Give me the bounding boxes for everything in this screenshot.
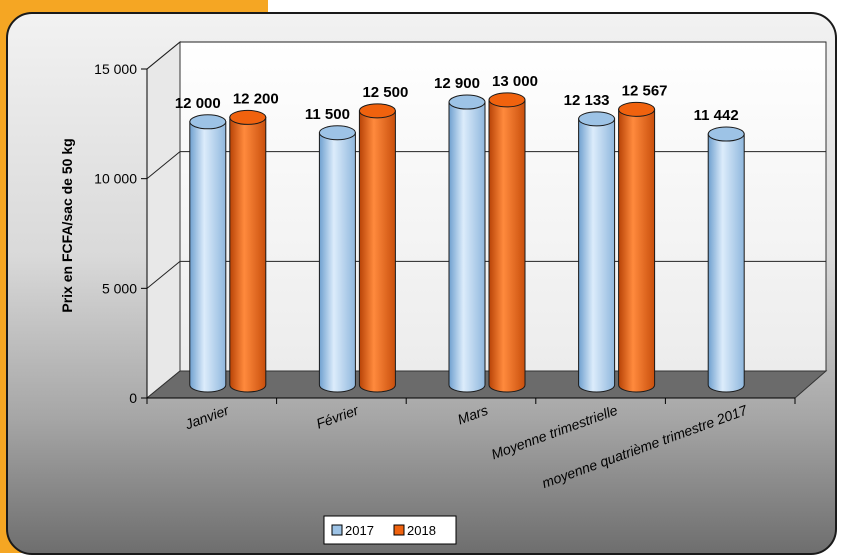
data-label: 12 000 <box>175 95 221 112</box>
bar-2017-2 <box>448 94 486 393</box>
data-label: 12 200 <box>233 90 279 107</box>
data-label: 12 567 <box>622 82 668 99</box>
data-label: 11 442 <box>694 107 739 124</box>
y-tick-label: 0 <box>129 390 137 406</box>
legend-swatch-2017 <box>331 524 343 536</box>
bar-2018-1 <box>358 103 396 393</box>
legend-label-2018: 2018 <box>407 523 436 538</box>
data-label: 12 133 <box>564 92 610 109</box>
gridline-side <box>146 41 181 70</box>
x-category-label: Mars <box>455 402 490 428</box>
x-category-label: Février <box>314 401 362 431</box>
legend: 2017 2018 <box>323 515 457 545</box>
gridline-side <box>146 151 181 180</box>
bar-2018-0 <box>229 109 267 393</box>
data-label: 12 500 <box>362 84 408 101</box>
bar-2017-0 <box>189 114 227 393</box>
bar-2017-4 <box>707 126 745 393</box>
y-tick-label: 15 000 <box>94 61 137 77</box>
y-tick-label: 10 000 <box>94 171 137 187</box>
data-label: 12 900 <box>434 75 480 92</box>
chart-container: 0 5 000 10 000 15 000 Prix en FCFA/sac de 50… <box>6 12 837 555</box>
gridline-side <box>146 260 181 289</box>
bar-2018-2 <box>488 92 526 393</box>
legend-label-2017: 2017 <box>345 523 374 538</box>
bar-chart: 0 5 000 10 000 15 000 Prix en FCFA/sac de 50… <box>59 40 828 545</box>
bar-2017-1 <box>318 125 356 393</box>
bar-2018-3 <box>618 101 656 393</box>
x-category-label: moyenne quatrième trimestre 2017 <box>540 401 751 491</box>
y-tick-label: 5 000 <box>102 280 137 296</box>
legend-swatch-2018 <box>393 524 405 536</box>
bar-2017-3 <box>578 111 616 393</box>
data-label: 11 500 <box>305 106 350 123</box>
x-category-label: Janvier <box>182 401 232 432</box>
data-label: 13 000 <box>492 73 538 90</box>
y-axis-title: Prix en FCFA/sac de 50 kg <box>59 138 75 312</box>
